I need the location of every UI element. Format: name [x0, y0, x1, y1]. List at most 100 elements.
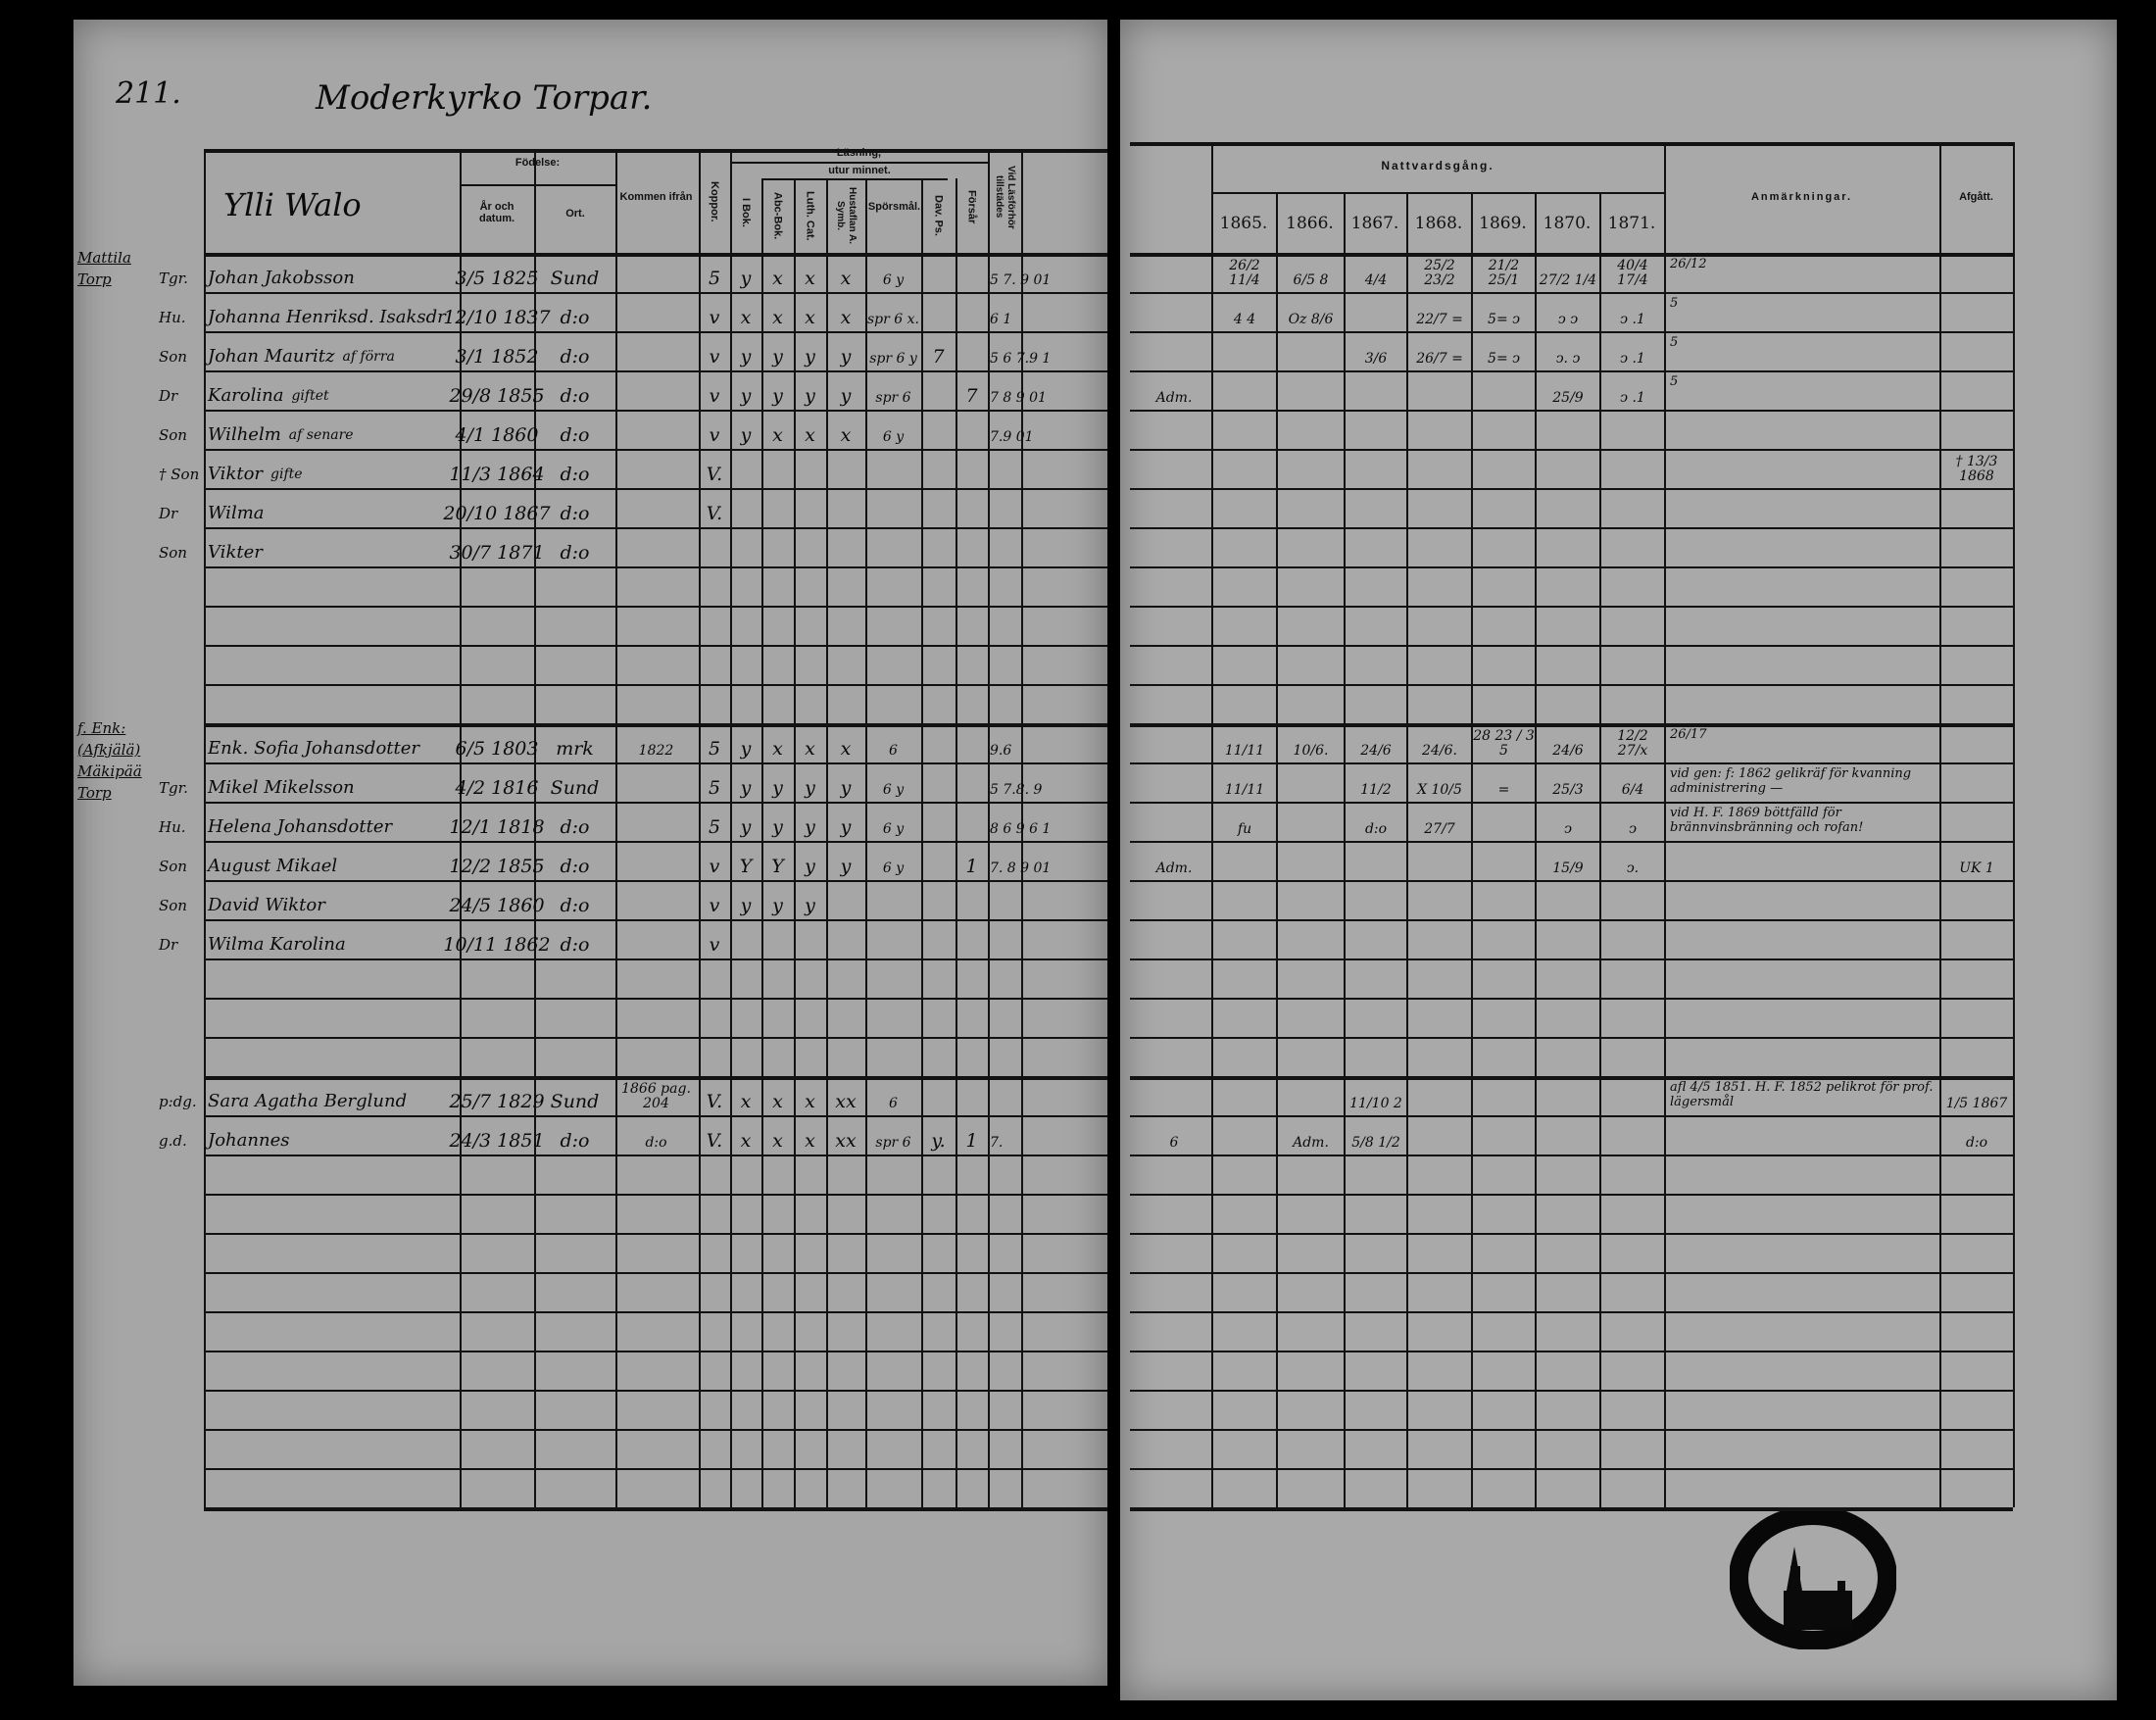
column-rule: [699, 149, 701, 1507]
communion-1868-cell: 24/6.: [1422, 743, 1457, 759]
communion-1866-cell: [1278, 881, 1344, 918]
communion-1866-cell: [1278, 920, 1344, 958]
abc-cell: x: [772, 1091, 783, 1112]
column-rule: [826, 178, 828, 1507]
place-cell: d:o: [560, 424, 590, 446]
row-rule: [1130, 1311, 2013, 1313]
place-cell: d:o: [560, 934, 590, 956]
abc-cell: y: [772, 895, 783, 916]
i-bok-cell: y: [740, 385, 752, 407]
came-from-cell: [615, 411, 697, 448]
forsar-cell: [956, 803, 988, 840]
dav-cell: y.: [931, 1130, 946, 1152]
communion-1865-cell: [1213, 881, 1276, 918]
column-rule: [204, 149, 206, 1507]
communion-1868-cell: [1408, 920, 1471, 958]
spors-cell: [865, 881, 921, 918]
name-column-header: Ylli Walo: [223, 186, 362, 223]
communion-1868-cell: [1408, 881, 1471, 918]
row-rule: [1130, 449, 2013, 451]
row-rule: [1130, 1390, 2013, 1392]
name-cell: David Wiktor: [204, 881, 460, 918]
came-from-cell: [615, 763, 697, 801]
place-cell: d:o: [560, 856, 590, 877]
communion-1866-cell: [1278, 332, 1344, 369]
i-bok-cell: x: [740, 307, 752, 328]
row-rule: [1130, 566, 2013, 568]
column-rule: [615, 149, 617, 1507]
born-cell: 4/2 1816: [455, 777, 539, 799]
relation-label: Son: [159, 544, 187, 562]
forsar-cell: [956, 411, 988, 448]
spors-cell: spr 6: [875, 1135, 911, 1151]
i-bok-cell: y: [740, 268, 752, 289]
row-rule: [1130, 1037, 2013, 1039]
lasforhor-cell: 7 8 9 01: [990, 390, 1047, 406]
koppor-cell: v: [709, 346, 720, 368]
husta-cell: y: [840, 816, 852, 838]
column-rule: [761, 178, 763, 1507]
row-rule: [1130, 723, 2013, 727]
header-smallpox: Koppor.: [709, 181, 720, 222]
communion-1868-cell: [1408, 371, 1471, 409]
departed-cell: [1941, 293, 2012, 330]
row-rule: [204, 566, 1107, 568]
row-rule: [204, 958, 1107, 960]
row-rule: [204, 1272, 1107, 1274]
koppor-cell: 5: [708, 268, 721, 289]
born-cell: 12/10 1837: [443, 307, 551, 328]
column-rule: [794, 178, 796, 1507]
communion-1868-cell: [1408, 1077, 1471, 1114]
born-cell: 11/3 1864: [449, 464, 545, 485]
row-rule: [204, 527, 1107, 529]
communion-1865-cell: [1213, 332, 1276, 369]
dav-cell: [921, 724, 956, 762]
born-cell: 25/7 1829: [449, 1091, 545, 1112]
header-from-memory: utur minnet.: [828, 165, 891, 176]
name-cell: Johan Jakobsson: [204, 254, 460, 291]
place-cell: Sund: [550, 1091, 600, 1112]
communion-1867-cell: 4/4: [1364, 272, 1388, 288]
communion-1871-cell: ↄ .1: [1620, 390, 1645, 406]
communion-1866-cell: [1278, 842, 1344, 879]
abc-cell: [761, 528, 794, 565]
communion-1870-cell: [1537, 528, 1599, 565]
place-cell: Sund: [550, 777, 600, 799]
row-rule: [1130, 1076, 2013, 1080]
row-rule: [204, 762, 1107, 764]
dav-cell: [921, 803, 956, 840]
communion-1869-cell: [1473, 881, 1535, 918]
row-rule: [1130, 802, 2013, 804]
communion-1865-cell: [1213, 371, 1276, 409]
row-rule: [204, 998, 1107, 1000]
communion-1867-cell: [1346, 293, 1406, 330]
came-from-cell: [615, 450, 697, 487]
departed-cell: † 13/3 1868: [1955, 454, 1998, 484]
born-cell: 10/11 1862: [443, 934, 551, 956]
row-rule: [1130, 762, 2013, 764]
husta-cell: [826, 920, 865, 958]
spors-cell: [865, 489, 921, 526]
communion-1867-cell: 11/10 2: [1349, 1096, 1402, 1111]
row-rule: [1130, 645, 2013, 647]
column-rule: [1664, 142, 1666, 1507]
born-cell: 4/1 1860: [455, 424, 539, 446]
forsar-cell: [956, 763, 988, 801]
name-cell: Enk. Sofia Johansdotter: [204, 724, 460, 762]
came-from-cell: 1822: [638, 743, 674, 759]
luth-cell: [794, 450, 826, 487]
abc-cell: [761, 489, 794, 526]
husta-cell: [826, 881, 865, 918]
communion-1866-cell: [1278, 450, 1344, 487]
remark-cell: 26/17: [1670, 727, 1707, 742]
communion-1870-cell: [1537, 920, 1599, 958]
born-cell: 3/5 1825: [455, 268, 539, 289]
luth-cell: y: [805, 385, 815, 407]
spors-cell: 6 y: [882, 782, 905, 798]
communion-1871-cell: ↄ .1: [1620, 351, 1645, 367]
margin-note: [1137, 450, 1211, 487]
row-rule: [204, 1351, 1107, 1352]
forsar-cell: 1: [965, 856, 978, 877]
husta-cell: x: [840, 268, 852, 289]
margin-note: [1137, 724, 1211, 762]
